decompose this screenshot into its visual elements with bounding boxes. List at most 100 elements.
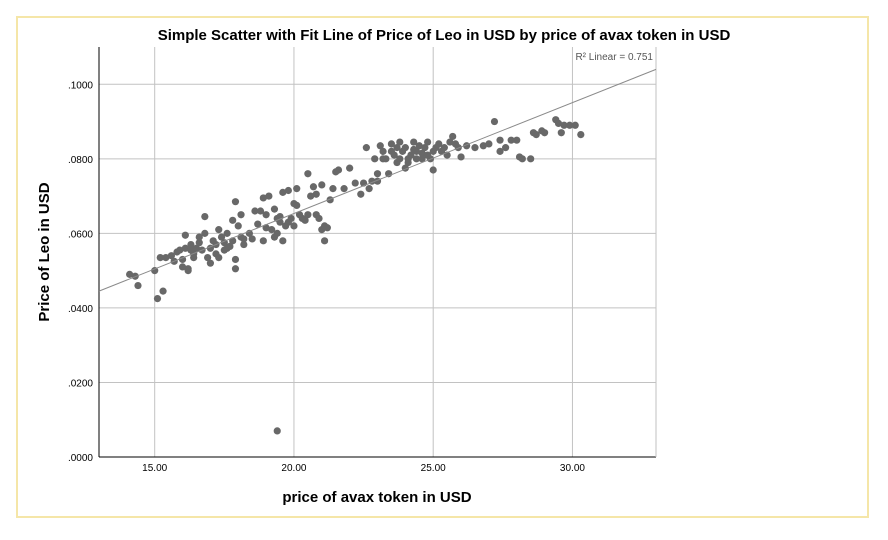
y-tick-label: .0800	[68, 155, 93, 166]
data-point	[190, 253, 198, 262]
data-point	[560, 121, 568, 129]
data-point	[457, 153, 465, 161]
y-tick-label: .0400	[68, 304, 93, 315]
x-tick-label: 20.00	[281, 463, 306, 474]
data-point	[304, 211, 312, 219]
data-point	[226, 242, 234, 251]
data-point	[387, 140, 396, 148]
data-point	[254, 220, 262, 228]
data-point	[577, 130, 585, 139]
data-point	[223, 229, 231, 237]
data-point	[192, 244, 201, 252]
data-point	[126, 270, 134, 278]
y-tick-label: .0000	[68, 453, 93, 464]
data-point	[167, 252, 176, 260]
data-point	[479, 142, 487, 150]
data-point	[268, 226, 276, 234]
data-point	[329, 185, 337, 193]
data-point	[346, 164, 354, 172]
data-point	[217, 233, 226, 241]
data-point	[201, 229, 209, 237]
data-point	[323, 224, 331, 232]
data-point	[231, 198, 240, 206]
x-tick-label: 30.00	[560, 463, 585, 474]
data-point	[312, 190, 320, 198]
data-point	[496, 136, 504, 144]
data-point	[251, 207, 259, 215]
data-point	[240, 240, 248, 249]
data-point	[195, 239, 203, 247]
data-point	[273, 427, 281, 435]
data-point	[273, 229, 281, 237]
data-point	[418, 155, 426, 163]
chart-frame	[16, 16, 869, 518]
data-point	[407, 151, 415, 159]
r-squared-label: R² Linear = 0.751	[575, 52, 653, 63]
data-point	[151, 267, 159, 275]
data-point	[412, 147, 421, 155]
data-point	[195, 233, 203, 241]
data-point	[418, 149, 426, 157]
data-point	[279, 237, 287, 245]
data-point	[262, 224, 270, 232]
data-point	[318, 181, 326, 189]
data-point	[429, 166, 437, 174]
y-tick-label: .1000	[68, 80, 93, 91]
data-point	[396, 155, 404, 163]
y-axis-title: Price of Leo in USD	[36, 182, 53, 321]
data-point	[181, 231, 189, 239]
data-point	[229, 216, 237, 224]
data-point	[440, 144, 448, 152]
y-tick-label: .0200	[68, 378, 93, 389]
data-point	[557, 129, 565, 137]
data-point	[240, 235, 248, 243]
data-point	[393, 144, 401, 152]
data-point	[187, 240, 195, 249]
data-point	[401, 144, 409, 152]
y-tick-label: .0600	[68, 229, 93, 240]
data-point	[159, 287, 167, 295]
data-point	[134, 281, 142, 290]
data-point	[496, 147, 504, 155]
data-point	[435, 140, 443, 148]
data-point	[357, 190, 365, 198]
data-point	[176, 246, 184, 254]
data-point	[270, 205, 279, 213]
data-point	[301, 216, 309, 224]
data-point	[485, 140, 493, 148]
data-point	[502, 144, 510, 152]
fit-line-group: R² Linear = 0.751	[98, 52, 657, 292]
data-point	[279, 188, 287, 196]
data-point	[571, 121, 579, 129]
data-point	[248, 235, 256, 243]
data-point	[287, 214, 295, 223]
data-point	[362, 144, 370, 152]
data-point	[256, 207, 265, 215]
data-point	[204, 253, 212, 262]
data-point	[518, 155, 526, 163]
data-point	[265, 192, 273, 200]
data-point	[379, 147, 387, 155]
data-point	[382, 155, 390, 163]
data-point	[181, 244, 189, 252]
data-point	[340, 185, 348, 193]
data-point	[554, 119, 563, 128]
data-point	[424, 138, 432, 146]
data-point	[206, 259, 214, 267]
data-point	[371, 155, 379, 163]
data-point	[184, 267, 192, 275]
data-point	[290, 222, 298, 230]
data-point	[421, 144, 429, 152]
data-point	[334, 166, 343, 174]
data-point	[237, 211, 245, 219]
grid-lines	[99, 47, 656, 457]
data-point	[507, 136, 515, 144]
data-point	[449, 132, 457, 141]
data-point	[276, 218, 284, 226]
data-point	[293, 201, 301, 210]
data-point	[396, 138, 404, 146]
data-point	[415, 142, 423, 150]
x-tick-label: 15.00	[142, 463, 167, 474]
data-point	[231, 265, 240, 273]
data-point	[162, 253, 170, 262]
